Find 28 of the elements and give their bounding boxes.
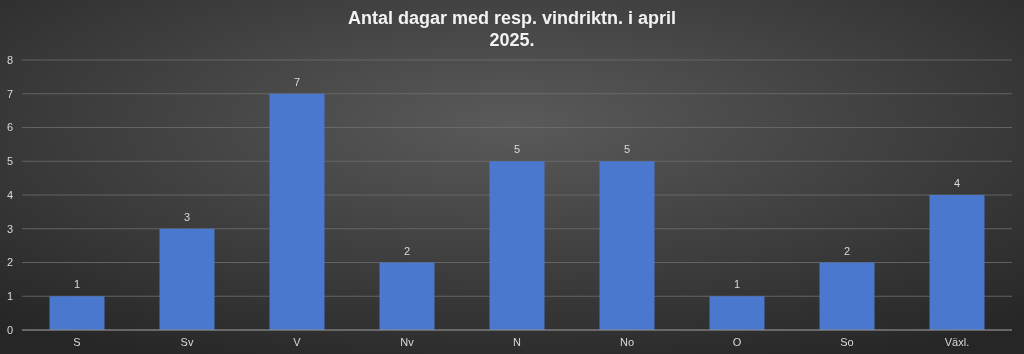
y-tick-label: 5 <box>6 155 14 168</box>
x-tick-label: Nv <box>400 336 415 348</box>
x-tick-label: Växl. <box>944 336 970 348</box>
y-tick-label: 1 <box>6 290 14 303</box>
y-tick-label: 0 <box>6 323 14 336</box>
x-tick-label: V <box>293 336 302 348</box>
data-label: 4 <box>953 177 961 189</box>
data-label: 2 <box>403 244 411 257</box>
data-label: 1 <box>73 278 81 291</box>
data-label: 1 <box>733 278 741 291</box>
y-tick-label: 2 <box>6 256 14 269</box>
y-tick-label: 3 <box>6 222 14 235</box>
y-tick-label: 8 <box>6 53 14 66</box>
x-tick-label: No <box>619 336 635 348</box>
x-tick-label: O <box>732 336 742 348</box>
data-label: 5 <box>623 143 631 156</box>
data-label: 3 <box>183 210 191 223</box>
data-label: 5 <box>513 143 521 156</box>
data-label: 7 <box>293 75 301 88</box>
y-tick-label: 7 <box>6 87 14 100</box>
y-tick-label: 4 <box>6 188 14 201</box>
y-tick-label: 6 <box>6 121 14 134</box>
chart-title: Antal dagar med resp. vindriktn. i april 2025. <box>347 8 677 50</box>
x-tick-label: S <box>73 336 81 348</box>
data-label: 2 <box>843 244 851 257</box>
x-tick-label: N <box>513 336 522 348</box>
x-tick-label: So <box>840 336 854 348</box>
x-tick-label: Sv <box>180 336 194 348</box>
